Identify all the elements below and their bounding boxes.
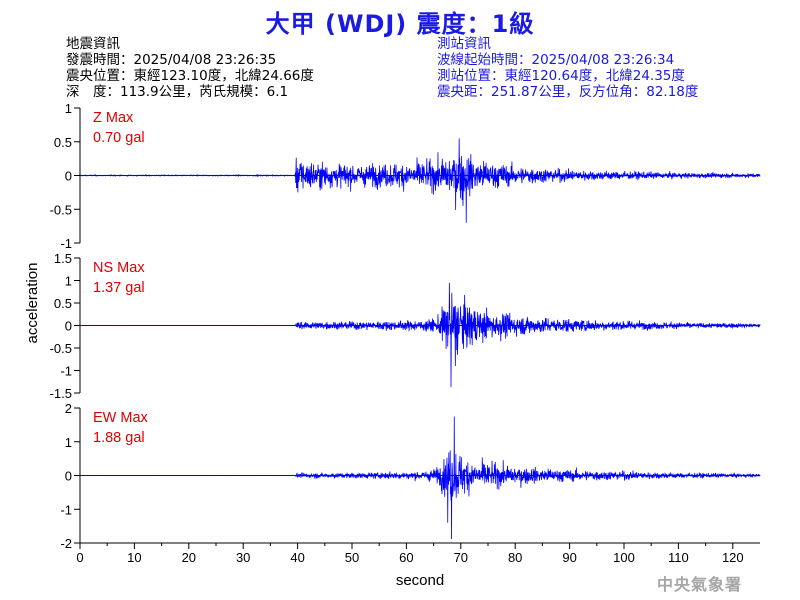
peak-value-ew: 1.88 gal <box>93 430 145 446</box>
epicenter-location: 震央位置：東經123.10度，北緯24.66度 <box>66 68 314 84</box>
peak-value-z: 0.70 gal <box>93 130 145 146</box>
y-tick-label: 1 <box>65 101 72 116</box>
x-tick-label: 70 <box>454 550 468 565</box>
y-tick-label: 1 <box>65 274 72 289</box>
y-tick-label: -0.5 <box>50 202 72 217</box>
y-tick-label: 0 <box>65 319 72 334</box>
chart-title: 大甲 (WDJ) 震度：1級 <box>265 10 535 38</box>
y-tick-label: 0.5 <box>54 135 72 150</box>
peak-label-ew: EW Max <box>93 410 149 426</box>
x-axis-title: second <box>396 572 444 589</box>
x-tick-label: 80 <box>508 550 522 565</box>
x-tick-label: 50 <box>345 550 359 565</box>
y-axis-title: acceleration <box>24 263 41 344</box>
y-tick-label: 0 <box>65 469 72 484</box>
x-tick-label: 110 <box>668 550 689 565</box>
x-tick-label: 60 <box>399 550 413 565</box>
y-tick-label: -0.5 <box>50 341 72 356</box>
watermark: 中央氣象署 <box>657 575 743 594</box>
waveform-trace-ns <box>79 282 761 388</box>
peak-label-z: Z Max <box>93 110 134 126</box>
y-tick-label: -2 <box>60 536 72 551</box>
distance-azimuth: 震央距：251.87公里，反方位角：82.18度 <box>437 84 699 100</box>
y-tick-label: 1 <box>65 435 72 450</box>
waveform-trace-ew <box>79 416 761 539</box>
x-tick-label: 90 <box>562 550 576 565</box>
x-tick-label: 10 <box>127 550 141 565</box>
peak-label-ns: NS Max <box>93 260 145 276</box>
peak-value-ns: 1.37 gal <box>93 280 145 296</box>
y-tick-label: -1 <box>60 502 72 517</box>
y-tick-label: -1 <box>60 236 72 251</box>
y-tick-label: 1.5 <box>54 251 72 266</box>
y-tick-label: 0 <box>65 169 72 184</box>
y-tick-label: -1.5 <box>50 386 72 401</box>
earthquake-info-block: 地震資訊 發震時間：2025/04/08 23:26:35 震央位置：東經123… <box>66 36 314 100</box>
depth-magnitude: 深 度：113.9公里，芮氏規模：6.1 <box>66 84 289 100</box>
station-info-block: 測站資訊 波線起始時間：2025/04/08 23:26:34 測站位置：東經1… <box>437 36 698 100</box>
y-tick-label: -1 <box>60 364 72 379</box>
x-tick-label: 120 <box>722 550 744 565</box>
earthquake-info-heading: 地震資訊 <box>66 36 120 52</box>
x-tick-label: 20 <box>182 550 196 565</box>
x-tick-label: 40 <box>290 550 304 565</box>
x-tick-label: 0 <box>76 550 83 565</box>
station-location: 測站位置：東經120.64度，北緯24.35度 <box>437 68 685 84</box>
x-tick-label: 30 <box>236 550 250 565</box>
station-info-heading: 測站資訊 <box>437 36 491 52</box>
y-tick-label: 2 <box>65 401 72 416</box>
x-tick-label: 100 <box>613 550 635 565</box>
waveform-start-time: 波線起始時間：2025/04/08 23:26:34 <box>437 52 675 68</box>
origin-time: 發震時間：2025/04/08 23:26:35 <box>66 52 277 68</box>
waveform-trace-z <box>79 138 761 223</box>
y-tick-label: 0.5 <box>54 296 72 311</box>
